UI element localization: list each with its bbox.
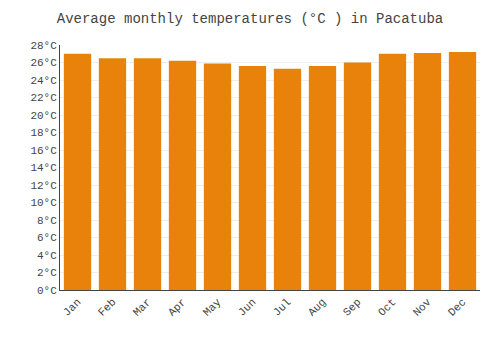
svg-text:Dec: Dec — [446, 296, 468, 318]
svg-text:22°C: 22°C — [30, 92, 57, 104]
svg-text:Jan: Jan — [61, 296, 83, 318]
svg-text:Aug: Aug — [306, 296, 328, 318]
svg-text:Oct: Oct — [376, 296, 398, 318]
svg-text:14°C: 14°C — [30, 162, 57, 174]
svg-text:8°C: 8°C — [37, 215, 57, 227]
svg-text:4°C: 4°C — [37, 250, 57, 262]
svg-text:26°C: 26°C — [30, 57, 57, 69]
svg-text:18°C: 18°C — [30, 127, 57, 139]
svg-text:Jul: Jul — [271, 296, 293, 318]
svg-text:10°C: 10°C — [30, 197, 57, 209]
svg-text:2°C: 2°C — [37, 267, 57, 279]
svg-text:May: May — [201, 296, 224, 319]
svg-text:20°C: 20°C — [30, 110, 57, 122]
svg-text:6°C: 6°C — [37, 232, 57, 244]
svg-text:0°C: 0°C — [37, 285, 57, 297]
svg-text:Sep: Sep — [341, 296, 363, 318]
svg-text:16°C: 16°C — [30, 145, 57, 157]
svg-text:28°C: 28°C — [30, 40, 57, 52]
svg-text:Jun: Jun — [236, 296, 258, 318]
svg-text:24°C: 24°C — [30, 75, 57, 87]
svg-text:Mar: Mar — [131, 296, 153, 318]
svg-text:Nov: Nov — [411, 296, 434, 319]
svg-text:Average monthly temperatures (: Average monthly temperatures (°C ) in Pa… — [57, 11, 443, 27]
svg-text:12°C: 12°C — [30, 180, 57, 192]
svg-text:Apr: Apr — [166, 296, 188, 318]
svg-text:Feb: Feb — [96, 296, 118, 318]
